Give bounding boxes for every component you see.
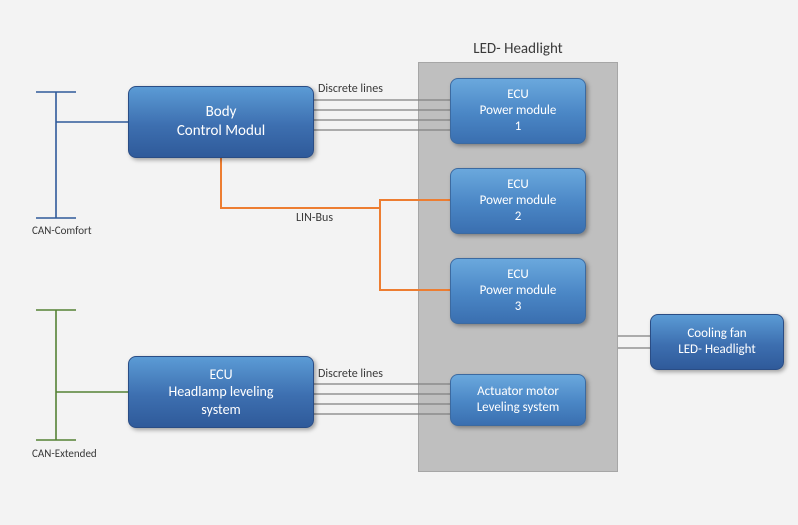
label-can_comfort: CAN-Comfort xyxy=(32,224,92,237)
node-fan-line-1: LED- Headlight xyxy=(678,342,756,358)
node-pm2-line-2: 2 xyxy=(515,209,522,225)
node-act: Actuator motorLeveling system xyxy=(450,374,586,426)
diagram-stage: LED- HeadlightBodyControl ModulECUHeadla… xyxy=(0,0,798,525)
label-can_extended: CAN-Extended xyxy=(32,447,97,460)
node-pm1: ECUPower module1 xyxy=(450,78,586,144)
node-pm3-line-0: ECU xyxy=(507,267,528,283)
node-pm3-line-1: Power module xyxy=(480,283,557,299)
node-pm1-line-2: 1 xyxy=(515,119,522,135)
node-hls-line-1: Headlamp leveling xyxy=(168,383,273,401)
label-discrete2: Discrete lines xyxy=(318,367,383,381)
node-act-line-0: Actuator motor xyxy=(477,384,559,400)
label-linbus: LIN-Bus xyxy=(296,211,333,225)
node-hls: ECUHeadlamp levelingsystem xyxy=(128,356,314,428)
node-pm2: ECUPower module2 xyxy=(450,168,586,234)
node-act-line-1: Leveling system xyxy=(477,400,560,416)
node-hls-line-0: ECU xyxy=(209,366,232,384)
label-discrete1: Discrete lines xyxy=(318,82,383,96)
node-pm2-line-0: ECU xyxy=(507,177,528,193)
node-bcm-line-1: Control Modul xyxy=(177,122,265,141)
node-pm1-line-0: ECU xyxy=(507,87,528,103)
node-hls-line-2: system xyxy=(201,401,240,419)
wiring-layer xyxy=(0,0,798,525)
node-fan: Cooling fanLED- Headlight xyxy=(650,314,784,370)
node-pm3: ECUPower module3 xyxy=(450,258,586,324)
node-bcm-line-0: Body xyxy=(206,103,237,122)
node-pm3-line-2: 3 xyxy=(515,299,522,315)
led-headlight-region-title: LED- Headlight xyxy=(418,40,618,58)
node-pm2-line-1: Power module xyxy=(480,193,557,209)
node-bcm: BodyControl Modul xyxy=(128,86,314,158)
node-fan-line-0: Cooling fan xyxy=(687,326,746,342)
node-pm1-line-1: Power module xyxy=(480,103,557,119)
